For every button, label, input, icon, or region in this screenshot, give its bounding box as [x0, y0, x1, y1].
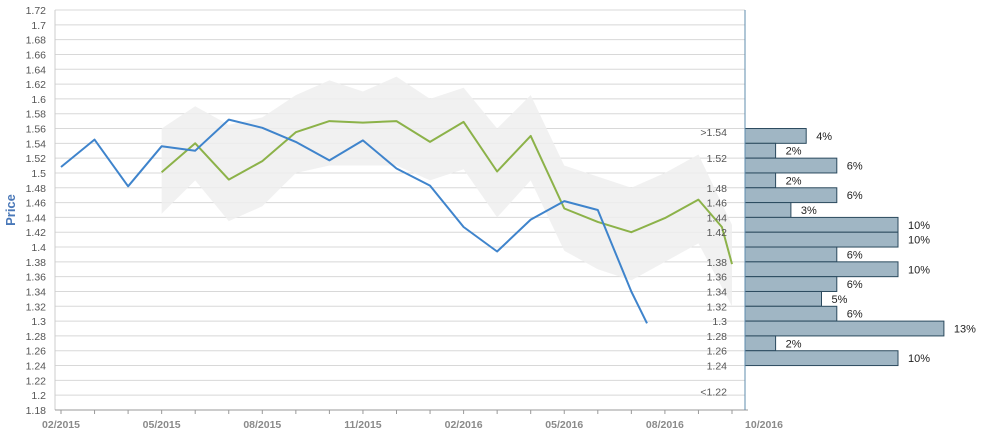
histogram-bar-label: 2% — [786, 175, 802, 187]
histogram-bar-label: 6% — [847, 309, 863, 321]
histogram-bar — [744, 276, 838, 292]
histogram-bar-label: 2% — [786, 146, 802, 158]
y-tick-label: 1.18 — [26, 405, 47, 417]
forecast-band — [161, 76, 732, 307]
histogram-bucket-label: 1.3 — [712, 316, 727, 328]
y-tick-label: 1.5 — [31, 168, 46, 180]
histogram-bar — [744, 350, 899, 367]
histogram-bar-label: 4% — [816, 131, 832, 143]
histogram-bucket-label: 1.52 — [707, 153, 728, 165]
x-tick-label: 02/2015 — [42, 419, 80, 431]
y-tick-label: 1.58 — [26, 109, 47, 121]
histogram-bar-label: 6% — [847, 249, 863, 261]
y-tick-label: 1.24 — [26, 361, 47, 373]
y-tick-label: 1.68 — [26, 35, 47, 47]
histogram-bucket-labels: >1.54 1.52 1.48 1.46 1.44 1.42 1.38 1.36 1.34 1.3… — [700, 127, 727, 398]
histogram-bucket-label: 1.26 — [707, 346, 728, 358]
y-tick-label: 1.46 — [26, 198, 47, 210]
histogram-bar-label: 6% — [847, 279, 863, 291]
y-tick-label: 1.48 — [26, 183, 47, 195]
y-tick-label: 1.28 — [26, 331, 47, 343]
histogram-bucket-label: 1.34 — [707, 286, 728, 298]
histogram-bar-label: 6% — [847, 161, 863, 173]
y-tick-label: 1.64 — [26, 64, 47, 76]
histogram-bar — [744, 335, 777, 352]
forecast-line — [160, 120, 733, 265]
y-axis-label: Price — [3, 194, 18, 226]
histogram-bucket-label: >1.54 — [700, 127, 727, 139]
histogram-bar — [744, 261, 899, 278]
histogram-bucket-label: 1.28 — [707, 331, 728, 343]
y-tick-label: 1.3 — [31, 316, 46, 328]
histogram-bar-label: 10% — [908, 220, 930, 232]
histogram-bucket-label: 1.38 — [707, 257, 728, 269]
x-tick-label: 05/2015 — [143, 419, 181, 431]
histogram-bucket-label: 1.24 — [707, 361, 728, 373]
histogram-bucket-label: 1.36 — [707, 272, 728, 284]
histogram-bar — [744, 172, 777, 189]
histogram-bucket-label: 1.42 — [707, 227, 728, 239]
histogram-bar-label: 10% — [908, 264, 930, 276]
y-tick-label: 1.32 — [26, 301, 47, 313]
confidence-band — [161, 76, 732, 307]
series-lines — [60, 118, 733, 324]
x-tick-label: 08/2016 — [646, 419, 684, 431]
histogram-bar — [744, 128, 807, 144]
histogram-bar — [744, 231, 899, 248]
x-tick-label: 02/2016 — [445, 419, 483, 431]
histogram-bucket-label: 1.46 — [707, 198, 728, 210]
histogram-bar-label: 5% — [832, 294, 848, 306]
y-tick-label: 1.42 — [26, 227, 47, 239]
y-axis-ticks: 1.18 1.2 1.22 1.24 1.26 1.28 1.3 1.32 1.34 1.36 1.… — [26, 5, 47, 417]
x-tick-label: 10/2016 — [745, 419, 783, 431]
histogram-bucket-label: 1.32 — [707, 301, 728, 313]
histogram-bar-label: 3% — [801, 205, 817, 217]
histogram-bar-label: 6% — [847, 190, 863, 202]
axes — [54, 10, 748, 414]
y-tick-label: 1.22 — [26, 375, 47, 387]
histogram-bar — [744, 142, 777, 159]
histogram-bar-label: 13% — [954, 324, 976, 336]
y-tick-label: 1.34 — [26, 286, 47, 298]
y-tick-label: 1.52 — [26, 153, 47, 165]
histogram-bucket-label: <1.22 — [700, 386, 727, 398]
y-tick-label: 1.66 — [26, 49, 47, 61]
y-tick-label: 1.26 — [26, 346, 47, 358]
histogram-bar-label: 2% — [786, 338, 802, 350]
y-tick-label: 1.2 — [31, 390, 46, 402]
histogram-bar — [744, 290, 822, 307]
y-tick-label: 1.72 — [26, 5, 47, 17]
y-tick-label: 1.4 — [31, 242, 46, 254]
y-tick-label: 1.6 — [31, 94, 46, 106]
histogram-bar — [744, 246, 838, 263]
histogram-bar — [744, 157, 838, 174]
histogram-bar — [744, 202, 792, 218]
x-axis-ticks: 02/2015 05/2015 08/2015 11/2015 02/2016 05/20… — [42, 419, 783, 431]
y-tick-label: 1.38 — [26, 257, 47, 269]
y-tick-label: 1.56 — [26, 124, 47, 136]
histogram-bar — [744, 216, 899, 233]
histogram-bucket-label: 1.48 — [707, 183, 728, 195]
y-tick-label: 1.7 — [31, 20, 46, 32]
x-tick-label: 05/2016 — [545, 419, 583, 431]
x-tick-label: 08/2015 — [243, 419, 281, 431]
histogram: 4% 2% 6% 2% 6% 3% 10% 10% 6% 10% 6% 5% 6% 13% 2% 10% — [744, 128, 976, 367]
histogram-bar-label: 10% — [908, 235, 930, 247]
y-tick-label: 1.62 — [26, 79, 47, 91]
histogram-bar — [744, 305, 838, 322]
histogram-bar — [744, 320, 945, 337]
actual-price-line — [60, 118, 648, 324]
histogram-bucket-label: 1.44 — [707, 212, 728, 224]
y-tick-label: 1.54 — [26, 138, 47, 150]
histogram-bar-label: 10% — [908, 353, 930, 365]
y-tick-label: 1.36 — [26, 272, 47, 284]
y-tick-label: 1.44 — [26, 212, 47, 224]
histogram-bar — [744, 187, 838, 204]
x-tick-label: 11/2015 — [344, 419, 382, 431]
